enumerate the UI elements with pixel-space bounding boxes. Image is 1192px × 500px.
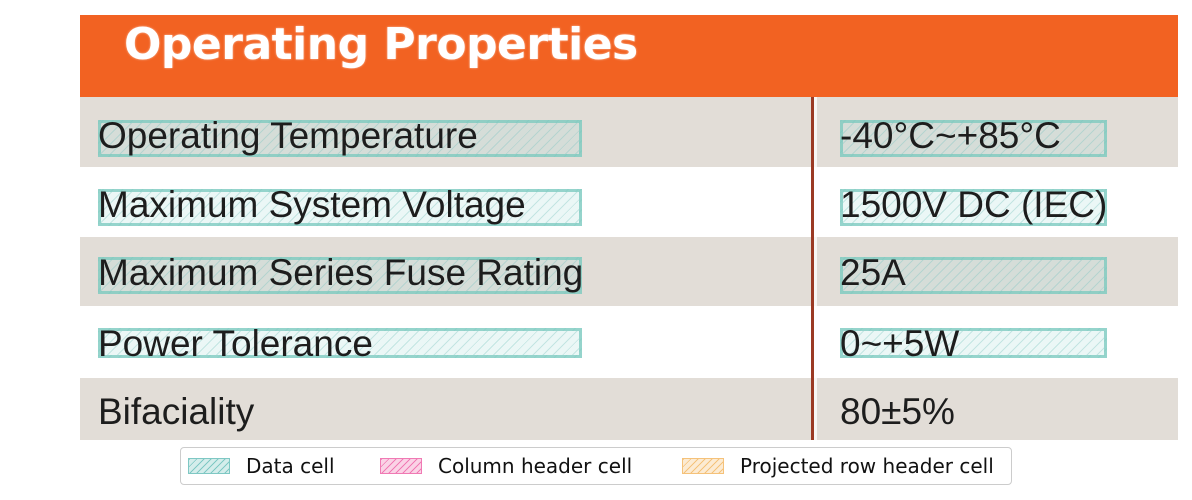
legend-label: Data cell bbox=[246, 454, 335, 478]
column-divider-shadow bbox=[814, 97, 817, 440]
data-cell-highlight bbox=[98, 120, 582, 157]
table-title-bar: Operating Properties bbox=[80, 15, 1178, 97]
table-row bbox=[80, 237, 1178, 306]
column-divider bbox=[811, 97, 814, 440]
properties-table: Operating Temperature -40°C~+85°C Maximu… bbox=[80, 97, 1178, 440]
data-cell-highlight bbox=[98, 328, 582, 358]
data-cell-highlight bbox=[840, 257, 1107, 294]
table-row bbox=[80, 378, 1178, 440]
data-cell-highlight bbox=[840, 328, 1107, 358]
legend: Data cell Column header cell Projected r… bbox=[180, 447, 1012, 485]
projected-row-header-swatch bbox=[682, 458, 724, 474]
row-value: 1500V DC (IEC) bbox=[840, 184, 1108, 225]
data-cell-highlight bbox=[98, 257, 582, 294]
data-cell-highlight bbox=[98, 189, 582, 226]
row-label: Operating Temperature bbox=[98, 115, 478, 156]
row-label: Power Tolerance bbox=[98, 323, 373, 364]
legend-label: Projected row header cell bbox=[740, 454, 994, 478]
row-value: 25A bbox=[840, 252, 906, 293]
data-cell-highlight bbox=[840, 120, 1107, 157]
row-label: Maximum Series Fuse Rating bbox=[98, 252, 584, 293]
table-title: Operating Properties bbox=[124, 19, 638, 70]
legend-item-projected-row-header-cell: Projected row header cell bbox=[682, 448, 994, 484]
legend-label: Column header cell bbox=[438, 454, 633, 478]
data-cell-swatch bbox=[188, 458, 230, 474]
row-label: Bifaciality bbox=[98, 391, 255, 432]
legend-item-column-header-cell: Column header cell bbox=[380, 448, 632, 484]
table-row bbox=[80, 306, 1178, 378]
legend-item-data-cell: Data cell bbox=[188, 448, 335, 484]
row-value: -40°C~+85°C bbox=[840, 115, 1061, 156]
row-label: Maximum System Voltage bbox=[98, 184, 526, 225]
data-cell-highlight bbox=[840, 189, 1107, 226]
column-header-swatch bbox=[380, 458, 422, 474]
row-value: 0~+5W bbox=[840, 323, 960, 364]
row-value: 80±5% bbox=[840, 391, 955, 432]
